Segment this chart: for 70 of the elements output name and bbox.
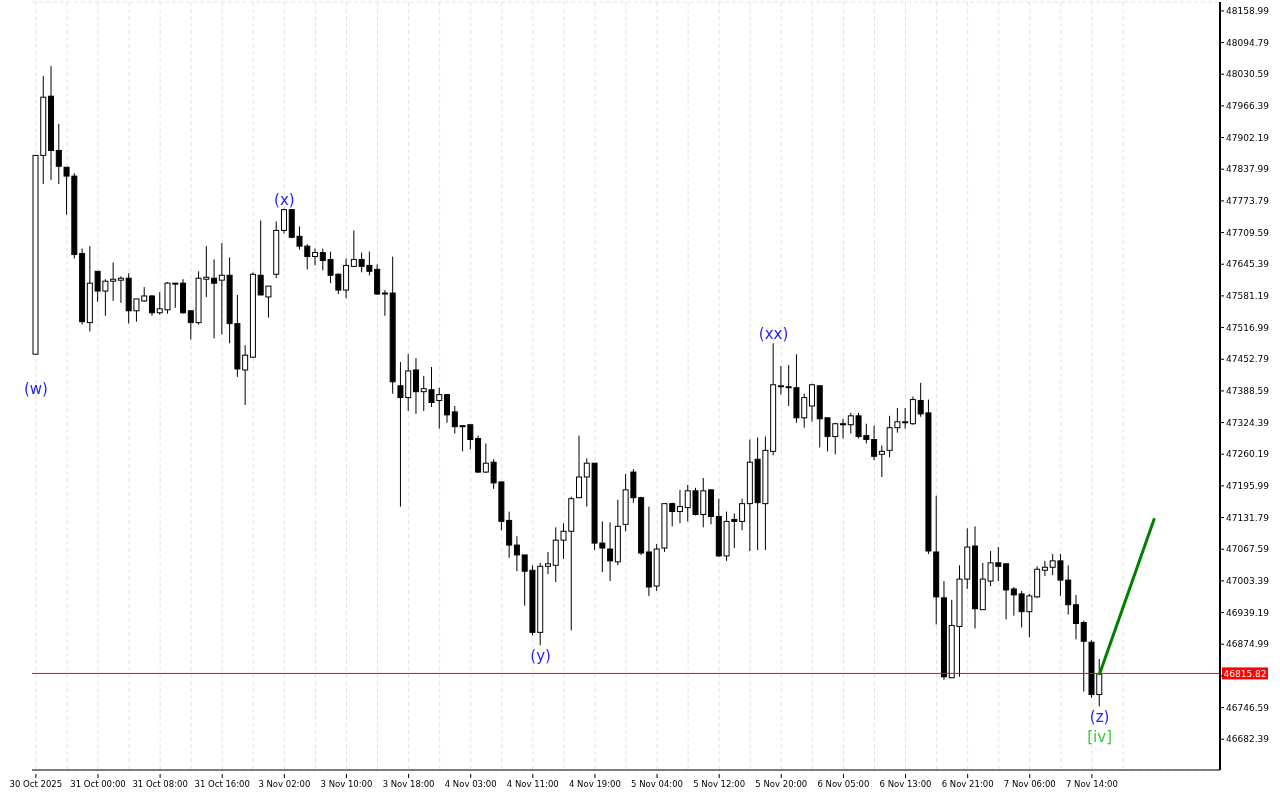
- annotation: (z): [1089, 708, 1110, 727]
- x-tick-label: 6 Nov 21:00: [941, 779, 994, 789]
- candlestick: [544, 551, 551, 575]
- annotation: (xx): [758, 325, 789, 344]
- y-tick-label: 47067.59: [1226, 544, 1270, 555]
- x-tick-label: 31 Oct 08:00: [132, 779, 188, 789]
- x-tick-label: 6 Nov 13:00: [879, 779, 932, 789]
- y-tick-label: 46746.59: [1226, 702, 1270, 713]
- y-tick-label: 47324.39: [1226, 417, 1270, 428]
- x-tick-label: 3 Nov 02:00: [258, 779, 311, 789]
- y-tick-label: 48094.79: [1226, 37, 1270, 48]
- x-tick-label: 4 Nov 19:00: [568, 779, 621, 789]
- x-tick-label: 5 Nov 04:00: [631, 779, 684, 789]
- y-tick-label: 47003.39: [1226, 576, 1270, 587]
- y-tick-label: 47773.79: [1226, 196, 1270, 207]
- y-tick-label: 47837.99: [1226, 164, 1270, 175]
- candlestick: [1072, 594, 1079, 640]
- candlestick: [576, 435, 583, 499]
- annotation: [iv]: [1087, 728, 1113, 747]
- y-tick-label: 47388.59: [1226, 386, 1270, 397]
- ref-line-label: 46815.82: [1223, 668, 1267, 679]
- y-tick-label: 47709.59: [1226, 227, 1270, 238]
- y-tick-label: 47131.79: [1226, 512, 1270, 523]
- x-tick-label: 31 Oct 00:00: [70, 779, 126, 789]
- y-tick-label: 46682.39: [1226, 734, 1270, 745]
- candlestick: [739, 498, 746, 531]
- candlestick: [1041, 560, 1048, 577]
- y-tick-label: 48030.59: [1226, 69, 1270, 80]
- annotation: (y): [530, 647, 551, 666]
- x-tick-label: 31 Oct 16:00: [194, 779, 250, 789]
- y-tick-label: 47195.99: [1226, 481, 1270, 492]
- candlestick: [840, 418, 847, 440]
- candlestick: [607, 521, 614, 582]
- candlestick: [1080, 620, 1087, 693]
- x-tick-label: 3 Nov 10:00: [320, 779, 373, 789]
- annotation: (x): [274, 190, 295, 209]
- candlestick: [808, 383, 815, 423]
- y-tick-label: 47260.19: [1226, 449, 1270, 460]
- x-tick-label: 7 Nov 14:00: [1065, 779, 1118, 789]
- y-tick-label: 48158.99: [1226, 6, 1270, 17]
- y-tick-label: 47966.39: [1226, 101, 1270, 112]
- x-tick-label: 4 Nov 03:00: [444, 779, 497, 789]
- candlestick: [381, 289, 388, 317]
- candlestick: [211, 258, 218, 339]
- y-tick-label: 47902.19: [1226, 132, 1270, 143]
- y-tick-label: 46874.99: [1226, 639, 1270, 650]
- candlestick: [513, 535, 520, 572]
- candlestick: [312, 248, 319, 266]
- candlestick: [676, 489, 683, 524]
- candlestick: [878, 444, 885, 478]
- x-tick-label: 4 Nov 11:00: [506, 779, 559, 789]
- candlestick: [871, 425, 878, 461]
- candlestick: [280, 208, 287, 234]
- x-tick-label: 6 Nov 05:00: [817, 779, 870, 789]
- y-tick-label: 47452.79: [1226, 354, 1270, 365]
- x-tick-label: 30 Oct 2025: [9, 779, 63, 789]
- y-tick-label: 46939.19: [1226, 607, 1270, 618]
- candlestick: [55, 123, 62, 185]
- candlestick: [777, 365, 784, 396]
- candlestick: [444, 394, 451, 424]
- annotation: (w): [23, 380, 48, 399]
- y-tick-label: 47581.19: [1226, 291, 1270, 302]
- x-tick-label: 7 Nov 06:00: [1003, 779, 1056, 789]
- y-tick-label: 47645.39: [1226, 259, 1270, 270]
- candlestick: [117, 275, 124, 304]
- x-tick-label: 5 Nov 12:00: [693, 779, 746, 789]
- x-tick-label: 5 Nov 20:00: [755, 779, 808, 789]
- x-tick-label: 3 Nov 18:00: [382, 779, 435, 789]
- y-tick-label: 47516.99: [1226, 322, 1270, 333]
- candlestick: [412, 357, 419, 415]
